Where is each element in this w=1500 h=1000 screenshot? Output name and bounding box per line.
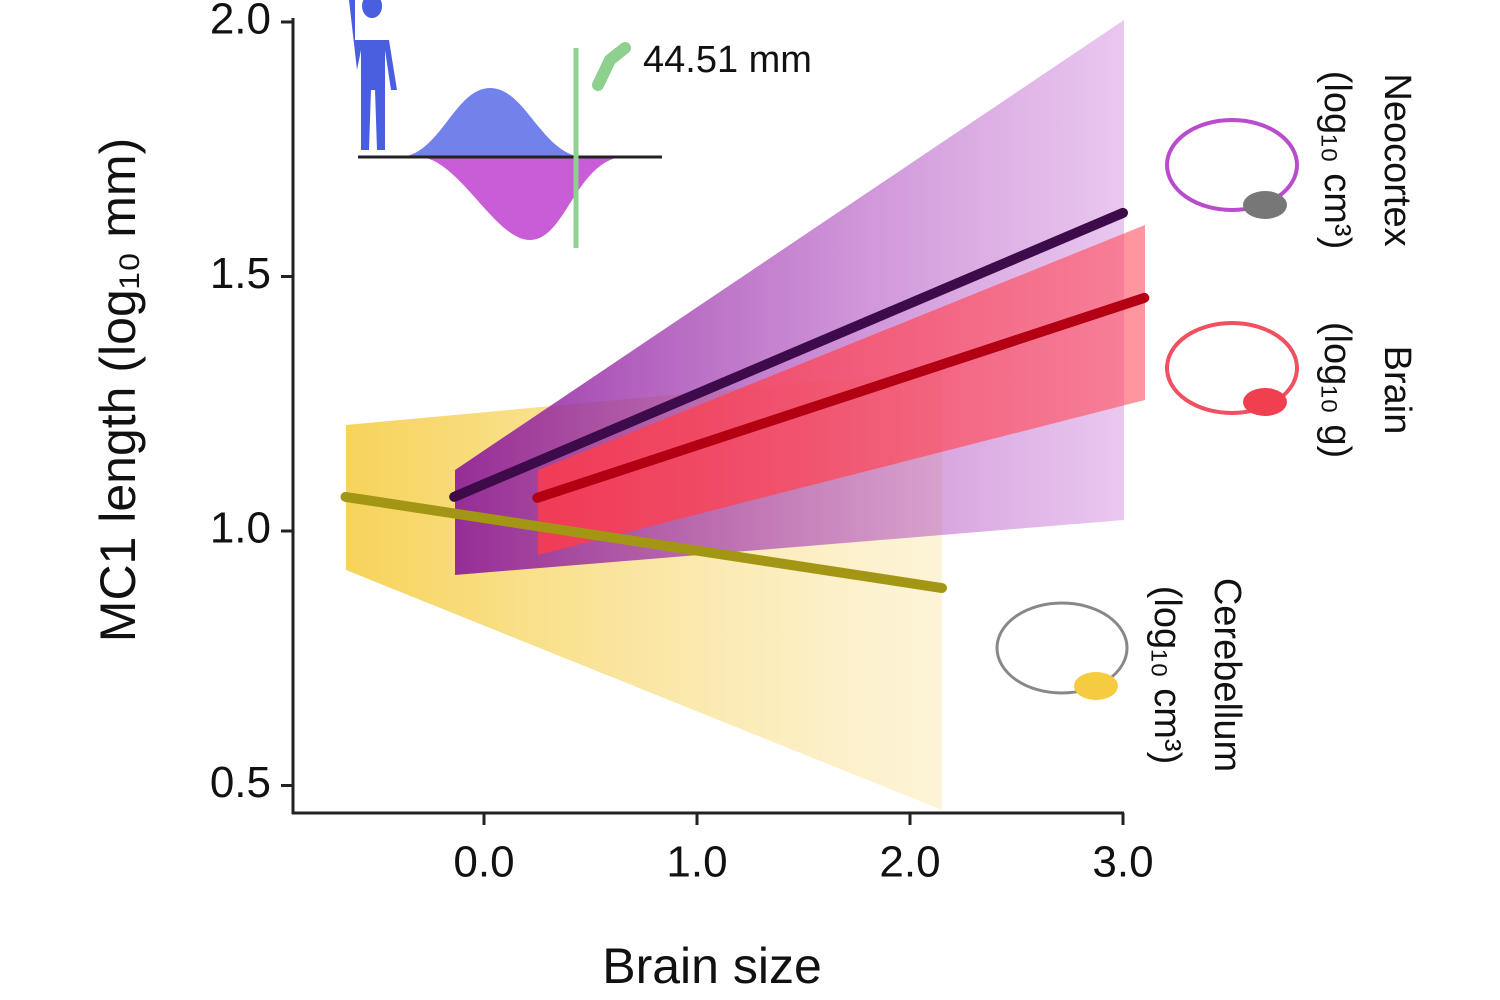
x-tick-label: 0.0: [453, 838, 514, 887]
legend-label: Brain: [1376, 346, 1418, 435]
x-tick-label: 3.0: [1092, 838, 1153, 887]
fit-line: [532, 292, 1150, 503]
brain-icons: [995, 118, 1299, 700]
inset: 44.51 mm: [349, 0, 812, 248]
y-tick-label: 1.0: [210, 504, 271, 553]
distribution-upper: [400, 88, 580, 157]
annotation: 44.51 mm: [643, 39, 812, 81]
x-axis-label: Brain size: [602, 938, 822, 994]
fit-line: [449, 207, 1128, 502]
distribution-lower: [420, 157, 620, 240]
bone-icon: [592, 42, 631, 91]
human-silhouette: [349, 0, 397, 150]
posterior-fan: [538, 225, 1145, 555]
x-tick-label: 2.0: [879, 838, 940, 887]
y-tick-label: 0.5: [210, 758, 271, 807]
legend-unit: (log₁₀ g): [1316, 322, 1358, 458]
y-tick-label: 2.0: [210, 0, 271, 44]
y-axis-label: MC1 length (log₁₀ mm): [90, 138, 146, 642]
y-tick-label: 1.5: [210, 249, 271, 298]
legend-unit: (log₁₀ cm³): [1146, 586, 1188, 764]
fit-line: [340, 491, 947, 594]
legend-label: Neocortex: [1376, 73, 1418, 246]
x-tick-label: 1.0: [666, 838, 727, 887]
legend-unit: (log₁₀ cm³): [1316, 71, 1358, 249]
legend-label: Cerebellum: [1206, 578, 1248, 772]
